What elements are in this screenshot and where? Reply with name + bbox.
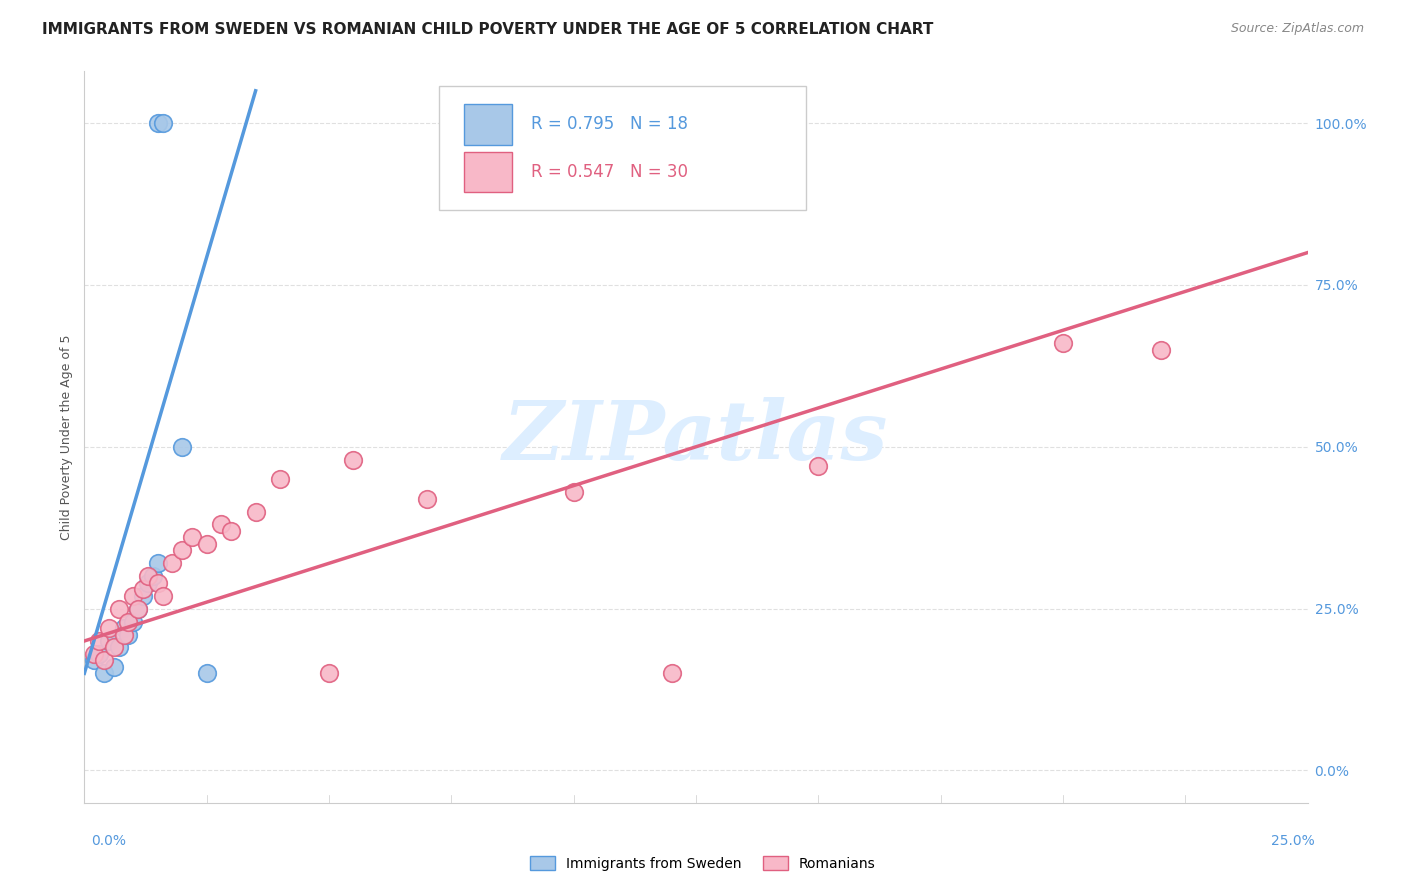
Text: 0.0%: 0.0% [91,834,127,848]
Legend: Immigrants from Sweden, Romanians: Immigrants from Sweden, Romanians [524,850,882,876]
Point [152,116,174,130]
Point [93,653,115,667]
Point [132,582,155,597]
Point [117,615,139,629]
Point [146,116,169,130]
Bar [464,152,513,192]
Point [562,485,585,500]
Point [807,459,830,474]
Point [195,666,218,681]
Point [127,601,149,615]
Point [136,575,159,590]
Point [172,440,194,454]
Point [661,666,683,681]
Point [1150,343,1173,357]
Point [107,601,129,615]
Point [103,660,125,674]
Point [146,557,169,571]
Point [103,640,125,655]
Point [122,589,145,603]
Point [195,537,218,551]
Point [112,627,135,641]
Point [162,557,184,571]
Text: ZIPatlas: ZIPatlas [503,397,889,477]
Y-axis label: Child Poverty Under the Age of 5: Child Poverty Under the Age of 5 [60,334,73,540]
Point [107,640,129,655]
Point [142,569,165,583]
Text: R = 0.547   N = 30: R = 0.547 N = 30 [531,163,688,181]
Bar [464,104,513,145]
Point [117,627,139,641]
Text: IMMIGRANTS FROM SWEDEN VS ROMANIAN CHILD POVERTY UNDER THE AGE OF 5 CORRELATION : IMMIGRANTS FROM SWEDEN VS ROMANIAN CHILD… [42,22,934,37]
Point [219,524,242,538]
Text: 25.0%: 25.0% [1271,834,1315,848]
Point [172,543,194,558]
Point [416,491,439,506]
Point [1052,336,1074,351]
Point [318,666,340,681]
Point [136,569,159,583]
Point [122,615,145,629]
Point [87,647,110,661]
Text: Source: ZipAtlas.com: Source: ZipAtlas.com [1230,22,1364,36]
Point [342,452,364,467]
Point [132,589,155,603]
Point [127,601,149,615]
Text: R = 0.795   N = 18: R = 0.795 N = 18 [531,115,688,134]
Point [97,621,120,635]
Point [87,634,110,648]
Point [209,517,232,532]
Point [245,504,267,518]
Point [269,472,291,486]
Point [83,647,105,661]
Point [93,666,115,681]
Point [97,634,120,648]
Point [146,575,169,590]
FancyBboxPatch shape [439,86,806,211]
Point [152,589,174,603]
Point [112,621,135,635]
Point [83,653,105,667]
Point [181,530,204,544]
